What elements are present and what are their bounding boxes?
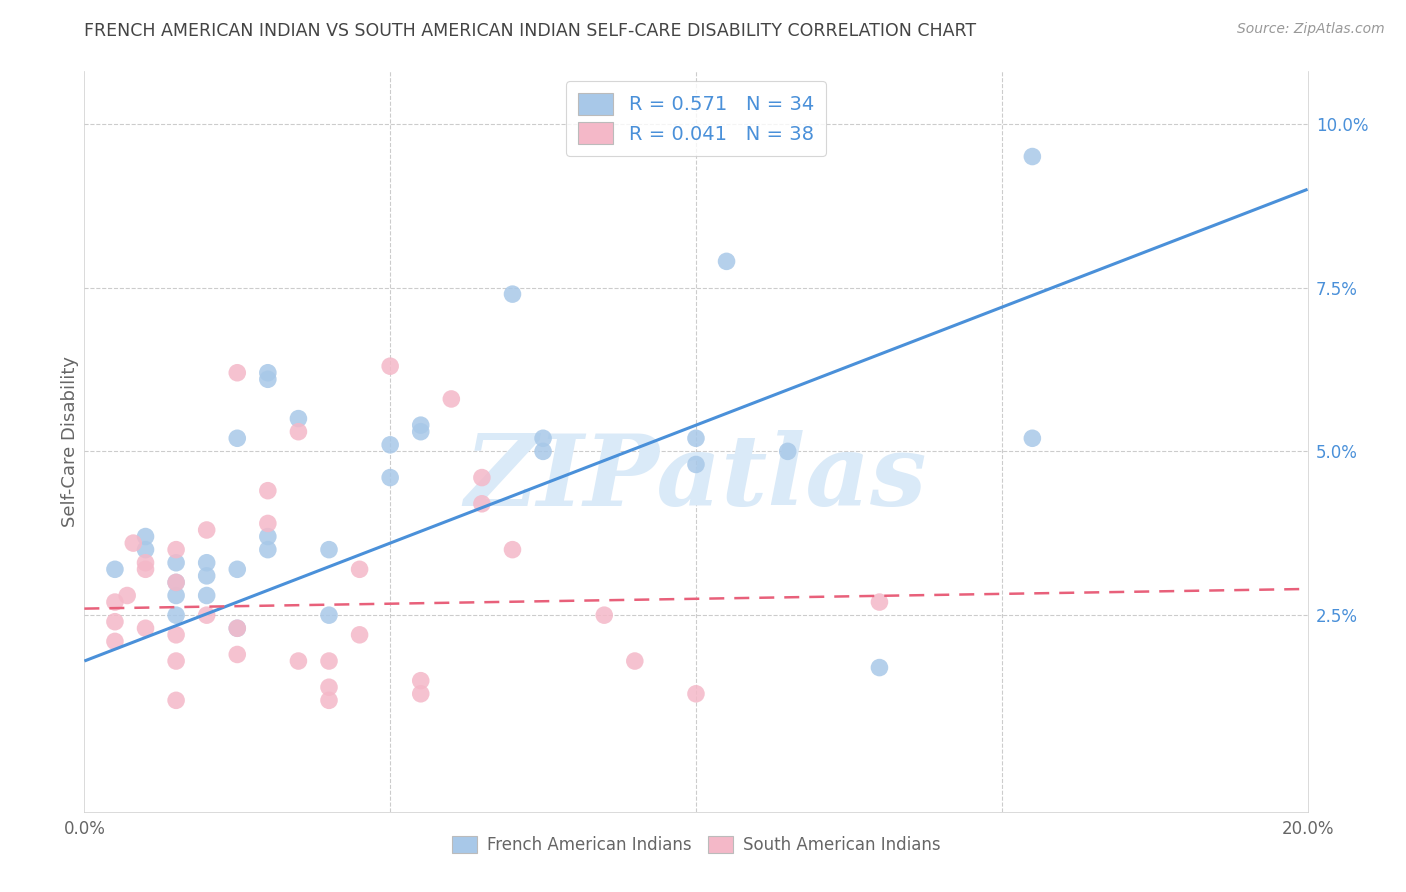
Point (471, 470, 494, 484)
Point (104, 562, 127, 576)
Point (409, 673, 432, 688)
Point (165, 542, 187, 557)
Point (318, 608, 340, 623)
Point (257, 372, 280, 386)
Point (165, 575, 187, 590)
Point (257, 530, 280, 544)
Point (104, 595, 127, 609)
Point (226, 621, 249, 635)
Point (165, 693, 187, 707)
Point (165, 608, 187, 623)
Point (165, 654, 187, 668)
Point (409, 687, 432, 701)
Point (195, 569, 218, 583)
Point (135, 542, 157, 557)
Point (502, 542, 524, 557)
Point (226, 648, 249, 662)
Text: FRENCH AMERICAN INDIAN VS SOUTH AMERICAN INDIAN SELF-CARE DISABILITY CORRELATION: FRENCH AMERICAN INDIAN VS SOUTH AMERICAN… (84, 22, 977, 40)
Point (287, 411, 309, 425)
Point (226, 621, 249, 635)
Point (257, 542, 280, 557)
Point (685, 458, 707, 472)
Point (195, 556, 218, 570)
Point (685, 431, 707, 445)
Point (226, 562, 249, 576)
Text: ZIPatlas: ZIPatlas (465, 430, 927, 527)
Point (869, 660, 891, 674)
Point (440, 392, 463, 406)
Point (502, 287, 524, 301)
Point (1021, 149, 1043, 163)
Point (318, 693, 340, 707)
Point (115, 589, 138, 603)
Point (195, 608, 218, 623)
Point (776, 444, 799, 458)
Point (195, 523, 218, 537)
Point (257, 516, 280, 531)
Point (380, 470, 402, 484)
Point (135, 562, 157, 576)
Point (257, 366, 280, 380)
Point (531, 431, 554, 445)
Point (195, 589, 218, 603)
Point (318, 542, 340, 557)
Point (349, 628, 371, 642)
Point (409, 425, 432, 439)
Point (318, 654, 340, 668)
Point (593, 608, 616, 623)
Point (685, 687, 707, 701)
Point (165, 556, 187, 570)
Point (471, 497, 494, 511)
Point (409, 418, 432, 433)
Point (104, 634, 127, 648)
Point (318, 680, 340, 694)
Point (226, 366, 249, 380)
Point (165, 628, 187, 642)
Point (287, 425, 309, 439)
Point (226, 431, 249, 445)
Point (122, 536, 145, 550)
Point (349, 562, 371, 576)
Text: Source: ZipAtlas.com: Source: ZipAtlas.com (1237, 22, 1385, 37)
Point (135, 530, 157, 544)
Legend: French American Indians, South American Indians: French American Indians, South American … (443, 828, 949, 863)
Point (1021, 431, 1043, 445)
Point (135, 556, 157, 570)
Point (380, 359, 402, 374)
Point (135, 621, 157, 635)
Point (165, 589, 187, 603)
Point (104, 615, 127, 629)
Point (287, 654, 309, 668)
Point (380, 438, 402, 452)
Y-axis label: Self-Care Disability: Self-Care Disability (62, 356, 80, 527)
Point (531, 444, 554, 458)
Point (869, 595, 891, 609)
Point (716, 254, 738, 268)
Point (257, 483, 280, 498)
Point (165, 575, 187, 590)
Point (624, 654, 647, 668)
